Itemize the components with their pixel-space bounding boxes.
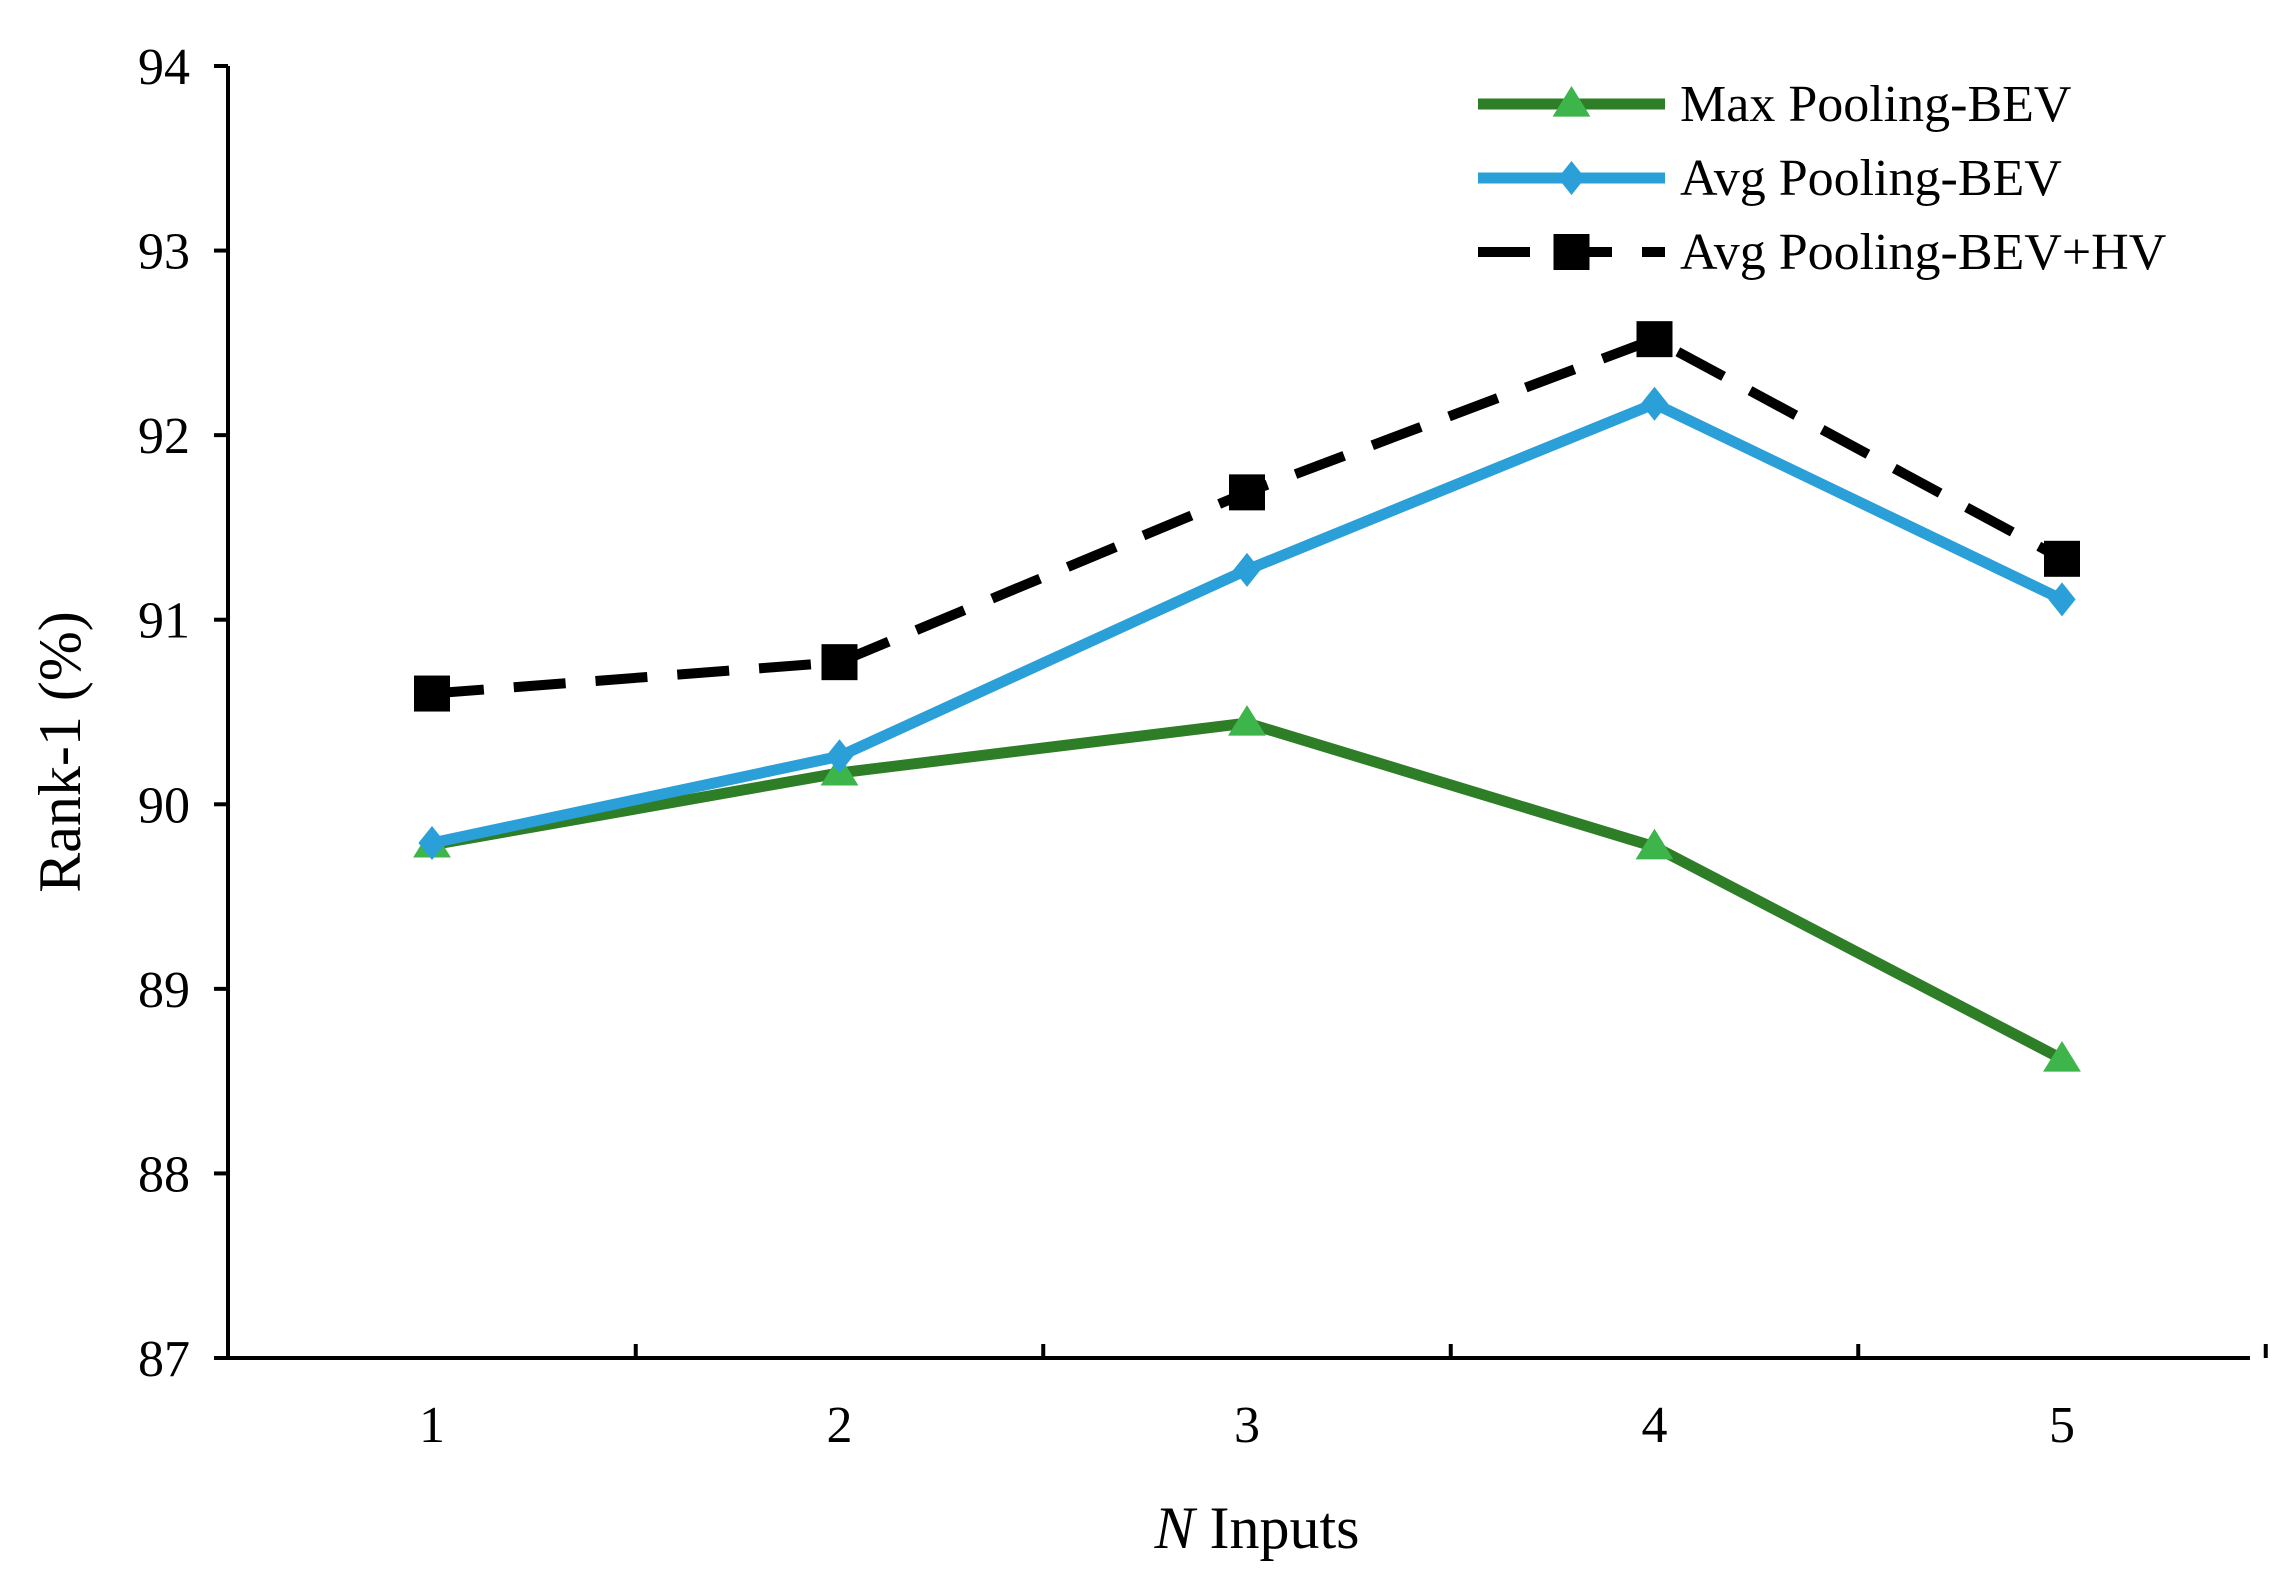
data-point-triangle xyxy=(1635,828,1674,860)
x-tick-label: 2 xyxy=(827,1397,853,1454)
x-tick-label: 4 xyxy=(1642,1397,1668,1454)
data-point-diamond xyxy=(2048,582,2076,617)
data-point-square xyxy=(1636,321,1673,358)
series-avg-pooling-bev-hv xyxy=(414,321,2080,712)
legend-entry: Avg Pooling-BEV+HV xyxy=(1478,224,2166,281)
x-tick-label: 1 xyxy=(419,1397,445,1454)
y-tick-label: 92 xyxy=(138,408,190,465)
data-point-square xyxy=(821,644,858,681)
data-point-triangle xyxy=(1552,86,1591,117)
data-point-square xyxy=(1229,474,1265,511)
y-tick-label: 94 xyxy=(138,39,190,96)
series-avg-pooling-bev xyxy=(418,386,2076,861)
series-max-pooling-bev xyxy=(413,705,2081,1072)
x-axis-title-rest: Inputs xyxy=(1195,1495,1360,1561)
x-tick-label: 5 xyxy=(2049,1397,2075,1454)
axes: 87 88 89 90 91 92 93 94 1 2 3 4 5 xyxy=(138,39,2268,1454)
data-point-diamond xyxy=(825,739,854,774)
data-point-square xyxy=(1553,234,1590,270)
series-line xyxy=(431,717,2065,1064)
y-axis-title: Rank-1 (%) xyxy=(27,611,93,893)
y-tick-label: 93 xyxy=(138,224,190,281)
x-axis-title-variable: N xyxy=(1153,1495,1197,1561)
series-line xyxy=(430,398,2065,849)
data-point-triangle xyxy=(1228,705,1266,736)
y-tick-label: 87 xyxy=(138,1331,190,1388)
y-tick-label: 90 xyxy=(138,777,190,834)
x-axis-title: N Inputs xyxy=(1153,1495,1359,1561)
legend: Max Pooling-BEV Avg Pooling-BEV Avg Poolin… xyxy=(1478,76,2166,281)
data-point-square xyxy=(2044,540,2080,577)
x-tick-label: 3 xyxy=(1234,1397,1260,1454)
y-tick-label: 91 xyxy=(138,593,190,650)
legend-label: Avg Pooling-BEV+HV xyxy=(1680,224,2166,281)
series-line xyxy=(431,334,2065,699)
y-tick-label: 89 xyxy=(138,962,190,1019)
data-point-diamond xyxy=(1233,552,1261,587)
legend-entry: Avg Pooling-BEV xyxy=(1478,150,2062,207)
data-point-square xyxy=(414,675,450,712)
legend-label: Avg Pooling-BEV xyxy=(1680,150,2062,207)
data-point-diamond xyxy=(1640,386,1669,421)
legend-label: Max Pooling-BEV xyxy=(1680,76,2071,133)
legend-entry: Max Pooling-BEV xyxy=(1478,76,2071,133)
series-layer xyxy=(413,321,2081,1072)
data-point-triangle xyxy=(2043,1040,2081,1072)
y-tick-label: 88 xyxy=(138,1146,190,1203)
data-point-diamond xyxy=(418,826,446,861)
data-point-diamond xyxy=(1557,161,1586,195)
